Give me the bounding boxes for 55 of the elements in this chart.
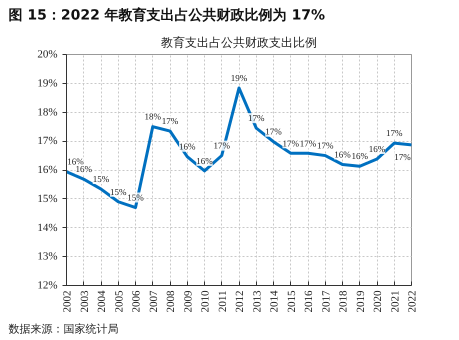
x-tick-label: 2017 [320, 290, 332, 312]
y-tick-label: 16% [37, 164, 58, 176]
data-label: 16% [179, 142, 196, 152]
data-label: 15% [110, 186, 127, 197]
x-tick-label: 2018 [338, 290, 350, 312]
line-series [66, 86, 412, 210]
data-label: 16% [334, 150, 352, 160]
data-label: 17% [300, 138, 317, 148]
y-tick-label: 14% [37, 222, 58, 234]
y-tick-label: 18% [37, 106, 58, 118]
y-tick-label: 19% [37, 77, 58, 90]
data-label: 15% [92, 174, 110, 184]
chart-title: 图 15：2022 年教育支出占公共财政比例为 17% [8, 6, 326, 24]
data-label: 16% [76, 164, 92, 174]
x-tick-label: 2004 [96, 290, 108, 312]
data-label: 16% [196, 156, 214, 166]
data-label: 19% [230, 72, 248, 83]
data-label: 17% [248, 113, 265, 124]
x-tick-label: 2010 [200, 290, 212, 312]
data-label: 17% [394, 152, 412, 162]
y-tick-label: 15% [37, 192, 58, 205]
data-label: 17% [317, 140, 334, 151]
x-tick-label: 2008 [165, 290, 177, 312]
y-tick-label: 13% [37, 250, 58, 263]
y-tick-label: 17% [37, 135, 58, 148]
x-tick-label: 2013 [251, 290, 264, 312]
chart-subtitle: 教育支出占公共财政支出比例 [161, 36, 317, 50]
x-tick-label: 2020 [372, 290, 384, 312]
data-label: 17% [282, 138, 300, 148]
x-tick-label: 2009 [182, 290, 194, 312]
data-label: 17% [162, 116, 179, 126]
x-tick-label: 2007 [148, 290, 160, 312]
data-label: 18% [144, 112, 162, 122]
x-tick-label: 2014 [268, 290, 280, 312]
x-tick-label: 2005 [113, 290, 126, 312]
x-tick-label: 2012 [234, 290, 246, 312]
x-tick-label: 2015 [286, 290, 298, 312]
x-tick-label: 2011 [216, 290, 229, 312]
x-tick-label: 2021 [389, 290, 402, 312]
x-tick-label: 2016 [303, 290, 315, 312]
data-label: 16% [67, 156, 84, 167]
data-label: 17% [265, 126, 282, 137]
x-tick-label: 2002 [62, 290, 74, 312]
data-label: 17% [214, 140, 230, 151]
data-label: 16% [352, 151, 368, 162]
data-label: 17% [386, 128, 403, 138]
source-note: 数据来源：国家统计局 [8, 322, 118, 336]
y-tick-label: 20% [37, 48, 58, 60]
x-tick-label: 2006 [130, 290, 142, 312]
y-tick-label: 12% [37, 280, 58, 292]
data-label: 16% [368, 144, 386, 154]
data-label: 15% [127, 192, 144, 203]
x-tick-label: 2022 [406, 290, 418, 312]
x-tick-label: 2003 [78, 290, 91, 312]
x-tick-label: 2019 [354, 290, 367, 312]
